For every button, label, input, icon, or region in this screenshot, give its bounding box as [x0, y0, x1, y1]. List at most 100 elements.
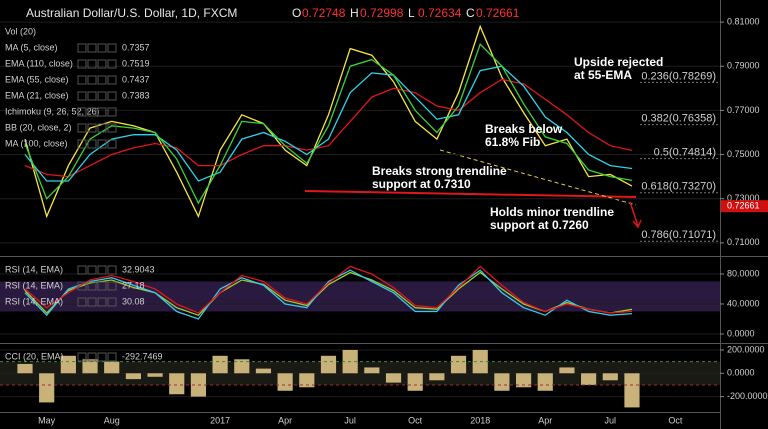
legend-label: EMA (21, close) [5, 90, 69, 100]
legend-icon [97, 297, 107, 307]
legend-icon [97, 352, 107, 362]
bar [39, 373, 55, 403]
y-tick-label: 80.0000 [727, 268, 760, 278]
legend-icon [97, 123, 107, 133]
bar [450, 355, 467, 374]
legend-icon [87, 265, 97, 275]
price-tag [721, 200, 768, 213]
bar [407, 373, 423, 391]
legend-icon [87, 297, 97, 307]
annotation-line: Holds minor trendline [490, 205, 614, 219]
ohlc-label: C [466, 6, 475, 20]
legend-icon [77, 352, 87, 362]
rsi-band [0, 281, 720, 312]
bar [515, 373, 532, 388]
y-tick-label: 0.0000 [727, 328, 755, 338]
legend-label: Ichimoku (9, 26, 52, 26) [5, 106, 100, 116]
pane: 0.0000 40.0000 80.0000 RSI (14, EMA) 32.9043… [0, 264, 760, 338]
legend-label: CCI (20, EMA) [5, 351, 64, 361]
legend-label: Vol (20) [5, 26, 36, 36]
legend-icon [77, 265, 87, 275]
bar [559, 367, 575, 374]
legend-icon [97, 265, 107, 275]
series-line [24, 24, 633, 219]
legend-icon [97, 107, 107, 117]
y-tick-label: 0.75000 [727, 149, 760, 159]
annotation-line: 61.8% Fib [485, 135, 540, 149]
legend-icon [107, 352, 117, 362]
legend-value: -292.7469 [122, 351, 163, 361]
ohlc-label: L [408, 6, 415, 20]
legend-icon [87, 43, 97, 53]
bar [494, 373, 510, 391]
legend-icon [97, 281, 107, 291]
legend-icon [107, 91, 117, 101]
legend-label: MA (100, close) [5, 138, 68, 148]
bar [385, 373, 402, 383]
bar [537, 373, 553, 391]
series-line [24, 65, 633, 182]
y-tick-label: 0.79000 [727, 61, 760, 71]
annotation-line: at 55-EMA [574, 68, 632, 82]
legend-icon [77, 75, 87, 85]
annotation: Breaks strong trendline support at 0.7310 [372, 164, 507, 191]
ohlc-label: O [292, 6, 301, 20]
legend-value: 27.18 [122, 280, 145, 290]
legend-label: EMA (55, close) [5, 74, 69, 84]
series-line [24, 43, 633, 205]
ohlc-value: 0.72661 [476, 6, 520, 20]
legend-icon [77, 91, 87, 101]
fib-label: 0.786(0.71071) [641, 229, 716, 241]
fib-label: 0.236(0.78269) [641, 70, 716, 82]
series-line [24, 265, 633, 314]
bar [429, 373, 445, 381]
bar [17, 363, 33, 374]
y-tick-label: 0.81000 [727, 16, 760, 26]
legend-icon [87, 352, 97, 362]
bar [212, 355, 228, 374]
x-tick-label: 2017 [210, 415, 230, 425]
legend-icon [87, 91, 97, 101]
legend-label: RSI (14, EMA) [5, 264, 63, 274]
series-line [24, 271, 633, 316]
y-tick-label: -200.0000 [727, 391, 768, 401]
legend-icon [107, 75, 117, 85]
legend-icon [87, 281, 97, 291]
bar [581, 373, 597, 385]
legend-icon [87, 139, 97, 149]
bar [82, 359, 98, 374]
legend-value: 0.7519 [122, 58, 150, 68]
trendline [304, 190, 637, 198]
legend-label: MA (5, close) [5, 42, 58, 52]
ohlc-label: H [350, 6, 359, 20]
x-tick-label: Jul [605, 415, 617, 425]
ohlc-value: 0.72634 [418, 6, 462, 20]
y-tick-label: 0.77000 [727, 105, 760, 115]
legend-icon [107, 107, 117, 117]
bar [320, 355, 337, 374]
bar [104, 361, 120, 374]
annotation-line: Breaks below [485, 122, 563, 136]
legend-icon [97, 91, 107, 101]
legend-label: BB (20, close, 2) [5, 122, 72, 132]
legend-icon [107, 265, 117, 275]
annotation-line: support at 0.7260 [490, 218, 589, 232]
annotation-line: Breaks strong trendline [372, 164, 507, 178]
series-line [24, 78, 633, 178]
x-tick-label: May [38, 415, 56, 425]
bar [255, 368, 272, 374]
bar [299, 373, 315, 388]
legend-icon [107, 297, 117, 307]
bar [602, 373, 618, 381]
legend-icon [107, 123, 117, 133]
legend-icon [97, 43, 107, 53]
annotation: Breaks below 61.8% Fib [485, 122, 563, 149]
legend-label: EMA (110, close) [5, 58, 73, 68]
fib-label: 0.618(0.73270) [641, 181, 716, 193]
legend-icon [77, 123, 87, 133]
legend-icon [77, 297, 87, 307]
bar [60, 355, 76, 374]
legend-icon [77, 281, 87, 291]
